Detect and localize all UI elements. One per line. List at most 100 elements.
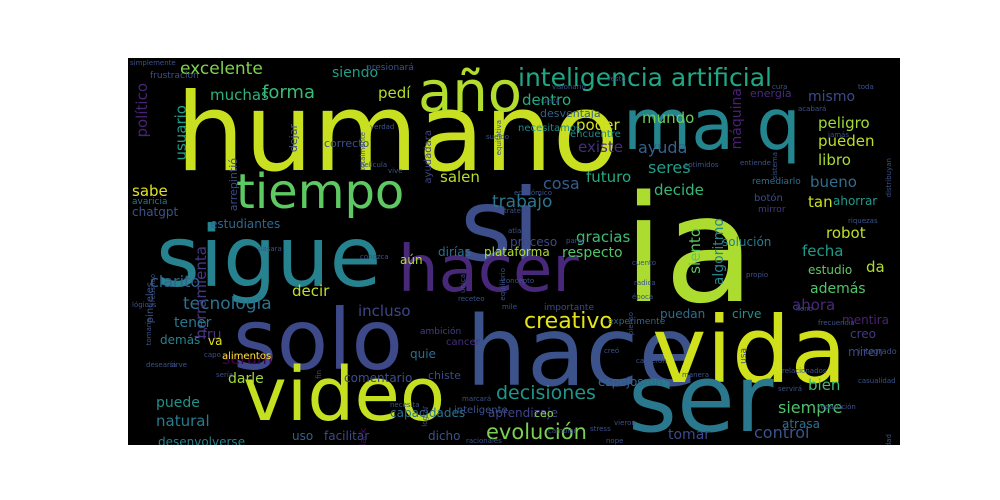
word: vive	[388, 167, 403, 175]
word: lógicas	[132, 301, 157, 309]
word: fin	[315, 370, 323, 379]
word: correcto	[324, 137, 370, 150]
word: bueno	[810, 173, 857, 191]
word: da	[866, 258, 885, 276]
word: siempre	[778, 398, 843, 417]
word: cambiar	[548, 427, 577, 435]
word: incluso	[358, 302, 411, 320]
word: relacionados	[782, 367, 827, 375]
word: video	[243, 352, 446, 438]
word: salen	[440, 168, 480, 186]
word: libro	[818, 151, 851, 169]
word: estudiantes	[210, 217, 281, 231]
word: cosa	[543, 174, 580, 193]
word: lleno	[796, 305, 813, 313]
word: concepto	[502, 277, 535, 285]
word: entiende	[740, 159, 771, 167]
word: existe	[578, 138, 623, 156]
word: mirror	[758, 205, 786, 215]
word: pueden	[818, 132, 875, 150]
word: reusneo	[149, 274, 157, 303]
word: si	[460, 167, 540, 284]
word: marcará	[462, 395, 492, 403]
word: necesitamos	[518, 123, 582, 134]
word: bien	[808, 376, 841, 394]
word: va	[208, 334, 223, 348]
word: tecnología	[183, 294, 272, 314]
word: remediarlo	[752, 177, 801, 187]
word: creativo	[524, 309, 613, 334]
word: máquina	[729, 88, 745, 150]
word: nueva	[538, 97, 560, 105]
word: ayuda	[638, 138, 688, 157]
word: cancer	[446, 337, 480, 348]
word: integrado	[858, 347, 897, 356]
word: verdad	[370, 123, 395, 131]
word: darle	[228, 371, 264, 387]
word: nope	[606, 437, 624, 445]
word: desigualdad	[885, 434, 893, 445]
word: proceso	[510, 235, 558, 249]
word: quie	[410, 347, 436, 361]
word: inteligente	[454, 405, 508, 416]
word: manera	[682, 371, 710, 379]
word: hacer	[398, 233, 579, 307]
word: racionales	[466, 437, 502, 445]
word: pienso	[627, 312, 635, 336]
word: económico	[514, 189, 553, 197]
word: estudio	[808, 263, 853, 277]
word: desearía	[146, 361, 177, 369]
word: ayudadara	[423, 130, 434, 184]
word: demás	[160, 333, 201, 347]
word: siento	[686, 228, 704, 274]
word: dicho	[428, 429, 461, 443]
word: ma q	[623, 84, 801, 166]
word: respecto	[562, 245, 623, 261]
word: fecha	[802, 242, 844, 260]
word: casualidad	[858, 377, 896, 385]
word: pedí	[378, 84, 411, 102]
word: optimidos	[684, 161, 719, 169]
word: decir	[292, 282, 330, 300]
word: ia	[623, 164, 755, 336]
word: político	[133, 83, 151, 138]
word: futuro	[586, 168, 632, 186]
word: alimentos	[222, 351, 272, 362]
word: época	[632, 293, 654, 301]
word: lograr	[421, 406, 429, 427]
word: algoritmo	[711, 218, 727, 286]
word: atlas	[508, 227, 525, 235]
word: desenvolverse	[158, 435, 246, 445]
word: frecuencia	[818, 319, 855, 327]
word: muchas	[210, 86, 269, 104]
word: atrasa	[782, 417, 820, 431]
word: repartición	[818, 403, 856, 411]
word: cameron	[636, 357, 667, 365]
word: energía	[750, 87, 792, 100]
word: decisiones	[496, 382, 596, 404]
word: simplemente	[130, 59, 176, 67]
word: distribuyan	[885, 158, 893, 198]
word: evolución	[486, 420, 587, 444]
word: control	[754, 423, 810, 442]
word: importante	[544, 303, 595, 313]
word: avaricia	[132, 197, 168, 207]
word: frustracion	[150, 71, 199, 81]
word: única	[459, 274, 467, 293]
word: resto	[608, 75, 626, 83]
word: creó	[604, 347, 620, 355]
word: presionará	[366, 63, 414, 73]
word: cura	[772, 83, 788, 91]
word: arrepintió	[227, 158, 240, 212]
word: tener	[174, 315, 212, 331]
word: natural	[156, 412, 210, 430]
word: además	[810, 281, 866, 297]
word: humano	[176, 71, 619, 196]
word: seres	[648, 158, 691, 177]
word: sabe	[132, 182, 168, 200]
word: peligro	[818, 114, 870, 132]
word: ahora	[792, 296, 836, 314]
word: fru	[202, 327, 222, 343]
word: pasara	[258, 245, 282, 253]
word: ahorrar	[833, 194, 878, 208]
